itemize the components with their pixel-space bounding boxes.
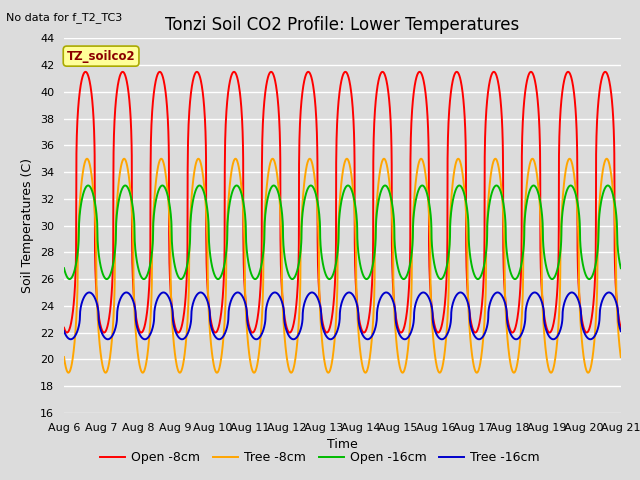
Open -16cm xyxy=(60,265,68,271)
Open -8cm xyxy=(274,96,282,102)
Tree -16cm xyxy=(617,328,625,334)
Tree -8cm xyxy=(603,156,611,162)
Tree -8cm xyxy=(157,156,164,162)
Open -8cm xyxy=(546,330,554,336)
Open -8cm xyxy=(63,330,71,336)
Tree -16cm xyxy=(605,289,612,295)
Open -16cm xyxy=(157,183,164,189)
Open -8cm xyxy=(606,84,614,89)
Line: Tree -8cm: Tree -8cm xyxy=(64,159,621,372)
Tree -8cm xyxy=(124,166,132,171)
Text: No data for f_T2_TC3: No data for f_T2_TC3 xyxy=(6,12,123,23)
Tree -8cm xyxy=(65,370,72,375)
Open -8cm xyxy=(617,325,625,331)
Tree -16cm xyxy=(298,322,306,327)
Open -16cm xyxy=(546,275,554,280)
Tree -16cm xyxy=(274,291,282,297)
Title: Tonzi Soil CO2 Profile: Lower Temperatures: Tonzi Soil CO2 Profile: Lower Temperatur… xyxy=(165,16,520,34)
Tree -16cm xyxy=(67,336,74,342)
Open -8cm xyxy=(157,70,164,75)
Tree -16cm xyxy=(157,291,164,297)
Open -8cm xyxy=(298,95,306,100)
Tree -16cm xyxy=(546,335,554,340)
Open -16cm xyxy=(617,265,625,271)
Open -16cm xyxy=(274,188,282,194)
Line: Open -16cm: Open -16cm xyxy=(64,185,621,279)
Line: Tree -16cm: Tree -16cm xyxy=(64,292,621,339)
Tree -8cm xyxy=(274,177,282,182)
Y-axis label: Soil Temperatures (C): Soil Temperatures (C) xyxy=(22,158,35,293)
Legend: Open -8cm, Tree -8cm, Open -16cm, Tree -16cm: Open -8cm, Tree -8cm, Open -16cm, Tree -… xyxy=(95,446,545,469)
Tree -8cm xyxy=(546,369,554,375)
Open -16cm xyxy=(124,185,132,191)
Text: TZ_soilco2: TZ_soilco2 xyxy=(67,49,136,62)
Tree -16cm xyxy=(606,290,614,296)
Open -16cm xyxy=(298,219,306,225)
Tree -16cm xyxy=(124,290,132,296)
Tree -8cm xyxy=(60,354,68,360)
Tree -16cm xyxy=(60,328,68,334)
X-axis label: Time: Time xyxy=(327,438,358,451)
Open -8cm xyxy=(60,325,68,331)
Line: Open -8cm: Open -8cm xyxy=(64,72,621,333)
Tree -8cm xyxy=(617,354,625,360)
Open -8cm xyxy=(124,84,132,89)
Open -16cm xyxy=(66,276,74,282)
Tree -8cm xyxy=(606,166,614,171)
Open -16cm xyxy=(606,185,614,191)
Tree -8cm xyxy=(298,211,306,217)
Open -16cm xyxy=(604,182,612,188)
Open -8cm xyxy=(602,69,609,75)
